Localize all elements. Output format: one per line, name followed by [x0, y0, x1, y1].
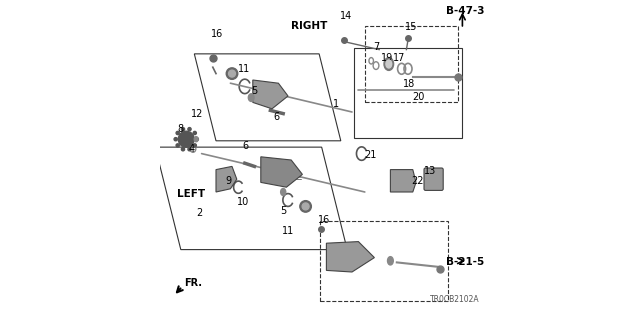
Text: 11: 11	[282, 226, 294, 236]
Text: 1: 1	[333, 99, 339, 109]
Circle shape	[188, 128, 191, 131]
Text: 5: 5	[280, 206, 286, 216]
Circle shape	[188, 148, 191, 151]
Text: 6: 6	[243, 141, 249, 151]
Polygon shape	[261, 157, 302, 187]
Circle shape	[195, 138, 198, 141]
Ellipse shape	[195, 137, 198, 142]
Text: 8: 8	[178, 124, 184, 134]
Circle shape	[302, 203, 309, 210]
Circle shape	[228, 70, 236, 77]
Text: B-47-3: B-47-3	[447, 6, 485, 16]
Text: 6: 6	[274, 112, 280, 122]
Polygon shape	[216, 166, 237, 192]
Circle shape	[176, 132, 179, 135]
Text: 18: 18	[403, 79, 415, 89]
Polygon shape	[253, 80, 288, 109]
FancyBboxPatch shape	[424, 168, 443, 190]
Text: B-21-5: B-21-5	[447, 257, 484, 267]
Text: 5: 5	[251, 86, 257, 96]
Circle shape	[193, 144, 196, 147]
Polygon shape	[390, 170, 416, 192]
Text: 20: 20	[412, 92, 424, 102]
Text: RIGHT: RIGHT	[291, 21, 328, 31]
Text: 14: 14	[340, 11, 352, 20]
Polygon shape	[326, 242, 374, 272]
Circle shape	[193, 132, 196, 135]
Circle shape	[181, 128, 184, 131]
Ellipse shape	[384, 58, 394, 70]
Text: 10: 10	[237, 197, 249, 207]
Circle shape	[174, 138, 177, 141]
Text: 15: 15	[405, 22, 417, 32]
Ellipse shape	[388, 257, 393, 265]
Circle shape	[181, 148, 184, 151]
Text: TR0CB2102A: TR0CB2102A	[430, 295, 480, 304]
Ellipse shape	[280, 188, 285, 196]
Text: 22: 22	[412, 176, 424, 186]
Circle shape	[300, 201, 312, 212]
Circle shape	[176, 144, 179, 147]
Text: 2: 2	[196, 208, 202, 218]
Text: 19: 19	[381, 53, 393, 63]
Circle shape	[178, 131, 195, 147]
Text: 16: 16	[319, 215, 331, 225]
Text: LEFT: LEFT	[177, 189, 205, 199]
Circle shape	[227, 68, 238, 79]
Text: 9: 9	[226, 176, 232, 186]
Ellipse shape	[386, 60, 392, 68]
Text: 11: 11	[238, 64, 250, 74]
Text: 17: 17	[393, 53, 405, 63]
Text: 7: 7	[372, 42, 379, 52]
Text: 21: 21	[364, 150, 376, 160]
Text: 12: 12	[191, 109, 204, 119]
Text: 4: 4	[188, 144, 195, 154]
Text: 13: 13	[424, 166, 436, 176]
Text: FR.: FR.	[184, 278, 202, 288]
Ellipse shape	[248, 94, 254, 101]
Text: 16: 16	[211, 29, 223, 39]
